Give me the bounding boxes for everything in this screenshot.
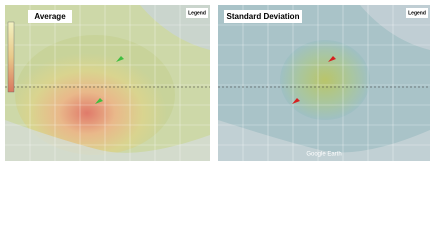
terrain <box>5 120 210 161</box>
average-panel: Average Legend <box>5 5 210 161</box>
terrain <box>218 120 430 161</box>
grid <box>218 5 430 161</box>
title-box <box>224 10 302 23</box>
legend-label: Legend <box>408 10 426 16</box>
marker <box>292 98 300 104</box>
marker <box>116 56 124 62</box>
legend-box <box>186 8 208 18</box>
marker <box>328 56 336 62</box>
panel-title: Standard Deviation <box>227 12 300 21</box>
standard-deviation-panel: Standard Deviation Legend Google Earth <box>218 5 430 161</box>
heat-area <box>280 40 370 120</box>
legend-box <box>406 8 428 18</box>
grid <box>5 5 210 161</box>
watermark: Google Earth <box>306 152 341 158</box>
title-box <box>28 10 72 23</box>
panel-title: Average <box>34 12 66 21</box>
map-figure: Average Legend Standard Deviation Legend… <box>5 5 430 161</box>
color-bar <box>7 21 15 93</box>
legend-label: Legend <box>188 10 206 16</box>
marker <box>95 98 103 104</box>
